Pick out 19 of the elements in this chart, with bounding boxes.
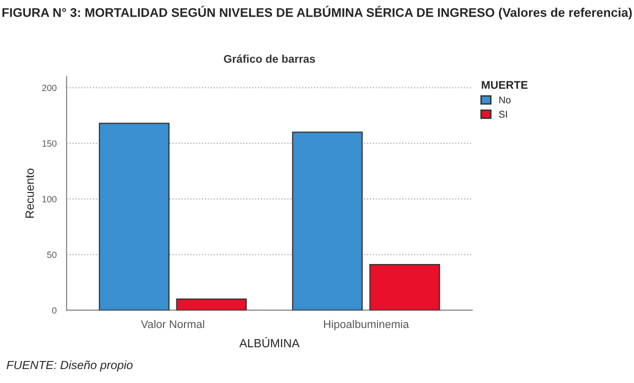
- bar: [369, 264, 440, 310]
- x-tick-label: Valor Normal: [140, 320, 204, 328]
- legend-title: MUERTE: [482, 81, 528, 89]
- y-tick-label: 50: [47, 252, 56, 258]
- bar: [176, 298, 247, 310]
- bar: [292, 132, 363, 310]
- bar: [98, 122, 170, 310]
- y-tick-label: 0: [52, 307, 56, 314]
- x-axis-title: ALBÚMINA: [239, 336, 300, 348]
- y-axis-title: Recuento: [26, 168, 34, 218]
- source-note: FUENTE: Diseño propio: [6, 360, 133, 372]
- y-tick-label: 200: [42, 84, 56, 92]
- y-tick-label: 150: [42, 140, 56, 147]
- legend-label: SI: [499, 110, 507, 118]
- chart-title: FIGURA N° 3: MORTALIDAD SEGÚN NIVELES DE ALBÚMINA SÉRICA DE INGRESO (Valores de referencia): [2, 6, 632, 20]
- x-tick-label: Hipoalbuminemia: [324, 320, 409, 330]
- legend-label: No: [499, 96, 511, 104]
- chart-subtitle: Gráfico de barras: [224, 54, 316, 63]
- y-tick-label: 100: [42, 196, 56, 202]
